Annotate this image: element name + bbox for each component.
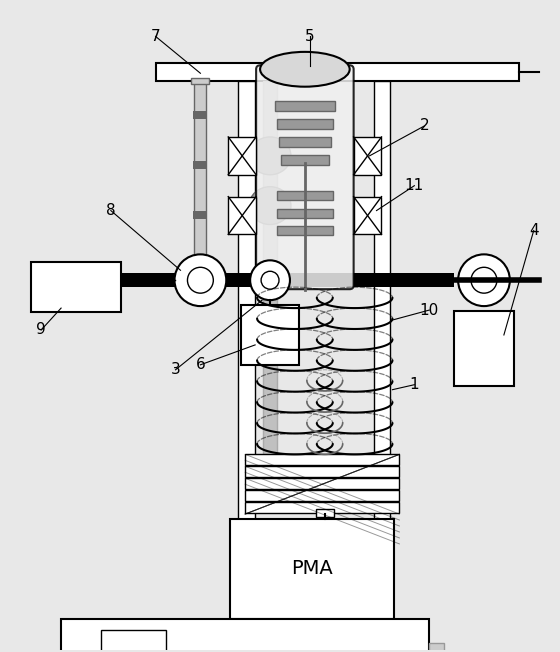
Text: 1: 1	[409, 378, 419, 393]
Bar	[245, 478, 399, 489]
Bar	[353, 137, 381, 175]
Bar	[277, 190, 333, 200]
Circle shape	[250, 260, 290, 300]
Circle shape	[188, 267, 213, 293]
Text: 6: 6	[195, 357, 206, 372]
Bar	[245, 502, 399, 513]
Bar	[238, 82, 255, 599]
Bar	[374, 82, 390, 599]
Bar	[245, 454, 399, 466]
Bar	[353, 197, 381, 235]
Text: 10: 10	[419, 303, 439, 318]
Bar	[31, 273, 454, 287]
Bar	[279, 137, 331, 147]
Bar	[277, 226, 333, 235]
Bar	[245, 466, 399, 477]
Bar	[275, 101, 335, 111]
Circle shape	[458, 254, 510, 306]
Bar	[193, 111, 207, 119]
Bar	[101, 630, 166, 652]
Bar	[193, 211, 207, 218]
Bar	[228, 137, 256, 175]
Text: 9: 9	[36, 323, 46, 338]
Text: 8: 8	[106, 203, 116, 218]
Bar	[241, 305, 299, 365]
Bar	[277, 119, 333, 129]
Bar	[277, 209, 333, 218]
Bar	[192, 78, 209, 84]
Text: PMA: PMA	[291, 559, 333, 578]
Text: 4: 4	[529, 223, 539, 238]
FancyBboxPatch shape	[256, 65, 353, 289]
Text: 3: 3	[171, 363, 180, 378]
Circle shape	[261, 271, 279, 289]
Bar	[281, 155, 329, 165]
Bar	[61, 619, 430, 652]
Bar	[454, 311, 514, 386]
Text: 11: 11	[405, 178, 424, 193]
Bar	[245, 490, 399, 501]
Bar	[194, 82, 207, 273]
Bar	[316, 509, 334, 517]
Bar	[430, 644, 444, 652]
Ellipse shape	[249, 186, 291, 224]
Ellipse shape	[249, 137, 291, 175]
Bar	[193, 161, 207, 169]
Text: 7: 7	[151, 29, 160, 44]
Circle shape	[471, 267, 497, 293]
Bar	[228, 197, 256, 235]
Text: 2: 2	[419, 119, 429, 134]
Ellipse shape	[260, 52, 349, 87]
Text: 5: 5	[305, 29, 315, 44]
Bar	[31, 262, 121, 312]
Bar	[156, 63, 519, 82]
Bar	[263, 82, 277, 479]
Circle shape	[175, 254, 226, 306]
Bar	[230, 519, 394, 619]
